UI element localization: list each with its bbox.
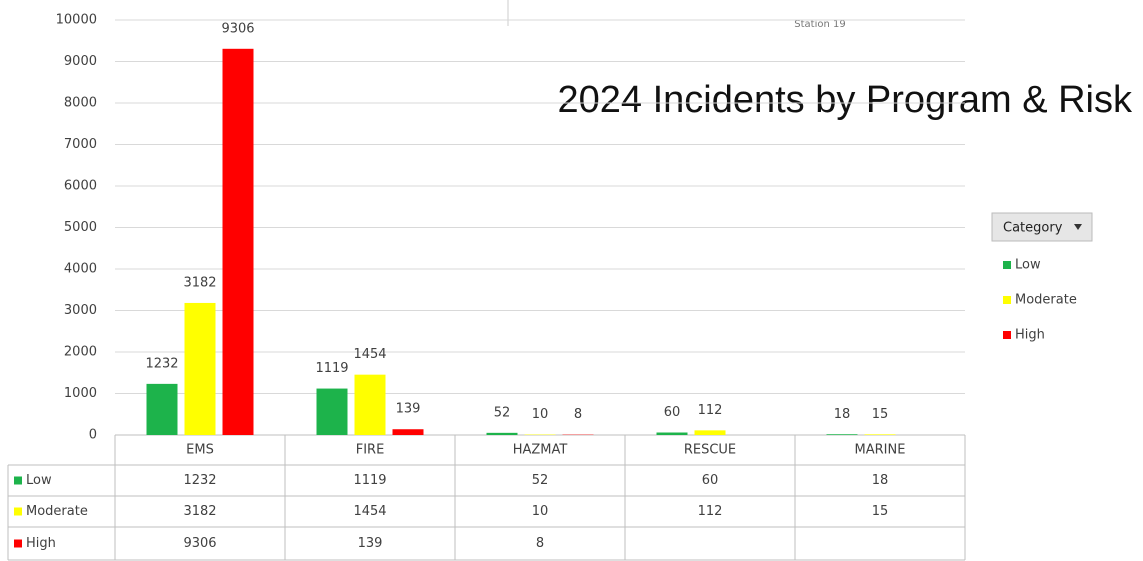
- table-cell: 15: [872, 504, 889, 519]
- table-cell: 1119: [353, 473, 386, 488]
- data-label: 1119: [315, 361, 348, 376]
- x-tick-label: FIRE: [356, 443, 385, 458]
- table-legend-key: [14, 476, 22, 485]
- bar: [316, 388, 348, 435]
- legend-label: High: [1015, 328, 1045, 343]
- table-row-label: Low: [26, 473, 52, 488]
- bar: [486, 432, 518, 435]
- y-tick-label: 10000: [56, 13, 97, 28]
- bar: [354, 374, 386, 435]
- y-tick-label: 3000: [64, 303, 97, 318]
- data-label: 52: [494, 405, 511, 420]
- legend-title[interactable]: Category: [1003, 221, 1063, 236]
- table-legend-key: [14, 507, 22, 516]
- table-cell: 8: [536, 536, 544, 551]
- y-tick-label: 2000: [64, 345, 97, 360]
- data-label: 1454: [353, 347, 386, 362]
- table-cell: 3182: [183, 504, 216, 519]
- table-cell: 1454: [353, 504, 386, 519]
- data-label: 1232: [145, 356, 178, 371]
- data-label: 15: [872, 407, 889, 422]
- y-tick-label: 7000: [64, 137, 97, 152]
- y-tick-label: 9000: [64, 54, 97, 69]
- data-label: 139: [396, 402, 421, 417]
- chart-title: 2024 Incidents by Program & Risk: [558, 79, 1133, 121]
- y-tick-label: 8000: [64, 96, 97, 111]
- bar: [392, 429, 424, 435]
- table-cell: 60: [702, 473, 719, 488]
- table-cell: 52: [532, 473, 549, 488]
- bar: [184, 302, 216, 435]
- table-legend-key: [14, 539, 22, 548]
- data-label: 112: [698, 403, 723, 418]
- bar: [694, 430, 726, 435]
- legend-key: [1003, 296, 1011, 304]
- data-label: 18: [834, 407, 851, 422]
- y-tick-label: 6000: [64, 179, 97, 194]
- x-tick-label: MARINE: [855, 443, 906, 458]
- x-tick-label: HAZMAT: [513, 443, 568, 458]
- data-label: 60: [664, 405, 681, 420]
- legend-key: [1003, 261, 1011, 269]
- bar: [826, 434, 858, 435]
- legend-key: [1003, 331, 1011, 339]
- data-label: 9306: [221, 21, 254, 36]
- table-cell: 112: [698, 504, 723, 519]
- table-cell: 1232: [183, 473, 216, 488]
- y-tick-label: 1000: [64, 386, 97, 401]
- station-note: Station 19: [794, 19, 845, 30]
- x-tick-label: EMS: [186, 443, 214, 458]
- table-cell: 18: [872, 473, 889, 488]
- legend-label: Moderate: [1015, 293, 1077, 308]
- table-row-label: Moderate: [26, 504, 88, 519]
- table-cell: 139: [358, 536, 383, 551]
- y-tick-label: 4000: [64, 262, 97, 277]
- bar: [146, 383, 178, 435]
- y-tick-label: 0: [89, 428, 97, 443]
- dropdown-arrow[interactable]: [1074, 224, 1082, 230]
- bar: [222, 48, 254, 436]
- data-label: 8: [574, 407, 582, 422]
- legend-button[interactable]: [991, 212, 1093, 242]
- bar: [656, 432, 688, 435]
- bar: [864, 434, 896, 435]
- data-label: 10: [532, 407, 549, 422]
- x-tick-label: RESCUE: [684, 443, 736, 458]
- table-row-label: High: [26, 536, 56, 551]
- legend-filter[interactable]: Category: [991, 212, 1093, 242]
- table-cell: 9306: [183, 536, 216, 551]
- table-cell: 10: [532, 504, 549, 519]
- y-tick-label: 5000: [64, 220, 97, 235]
- legend-label: Low: [1015, 258, 1041, 273]
- data-label: 3182: [183, 275, 216, 290]
